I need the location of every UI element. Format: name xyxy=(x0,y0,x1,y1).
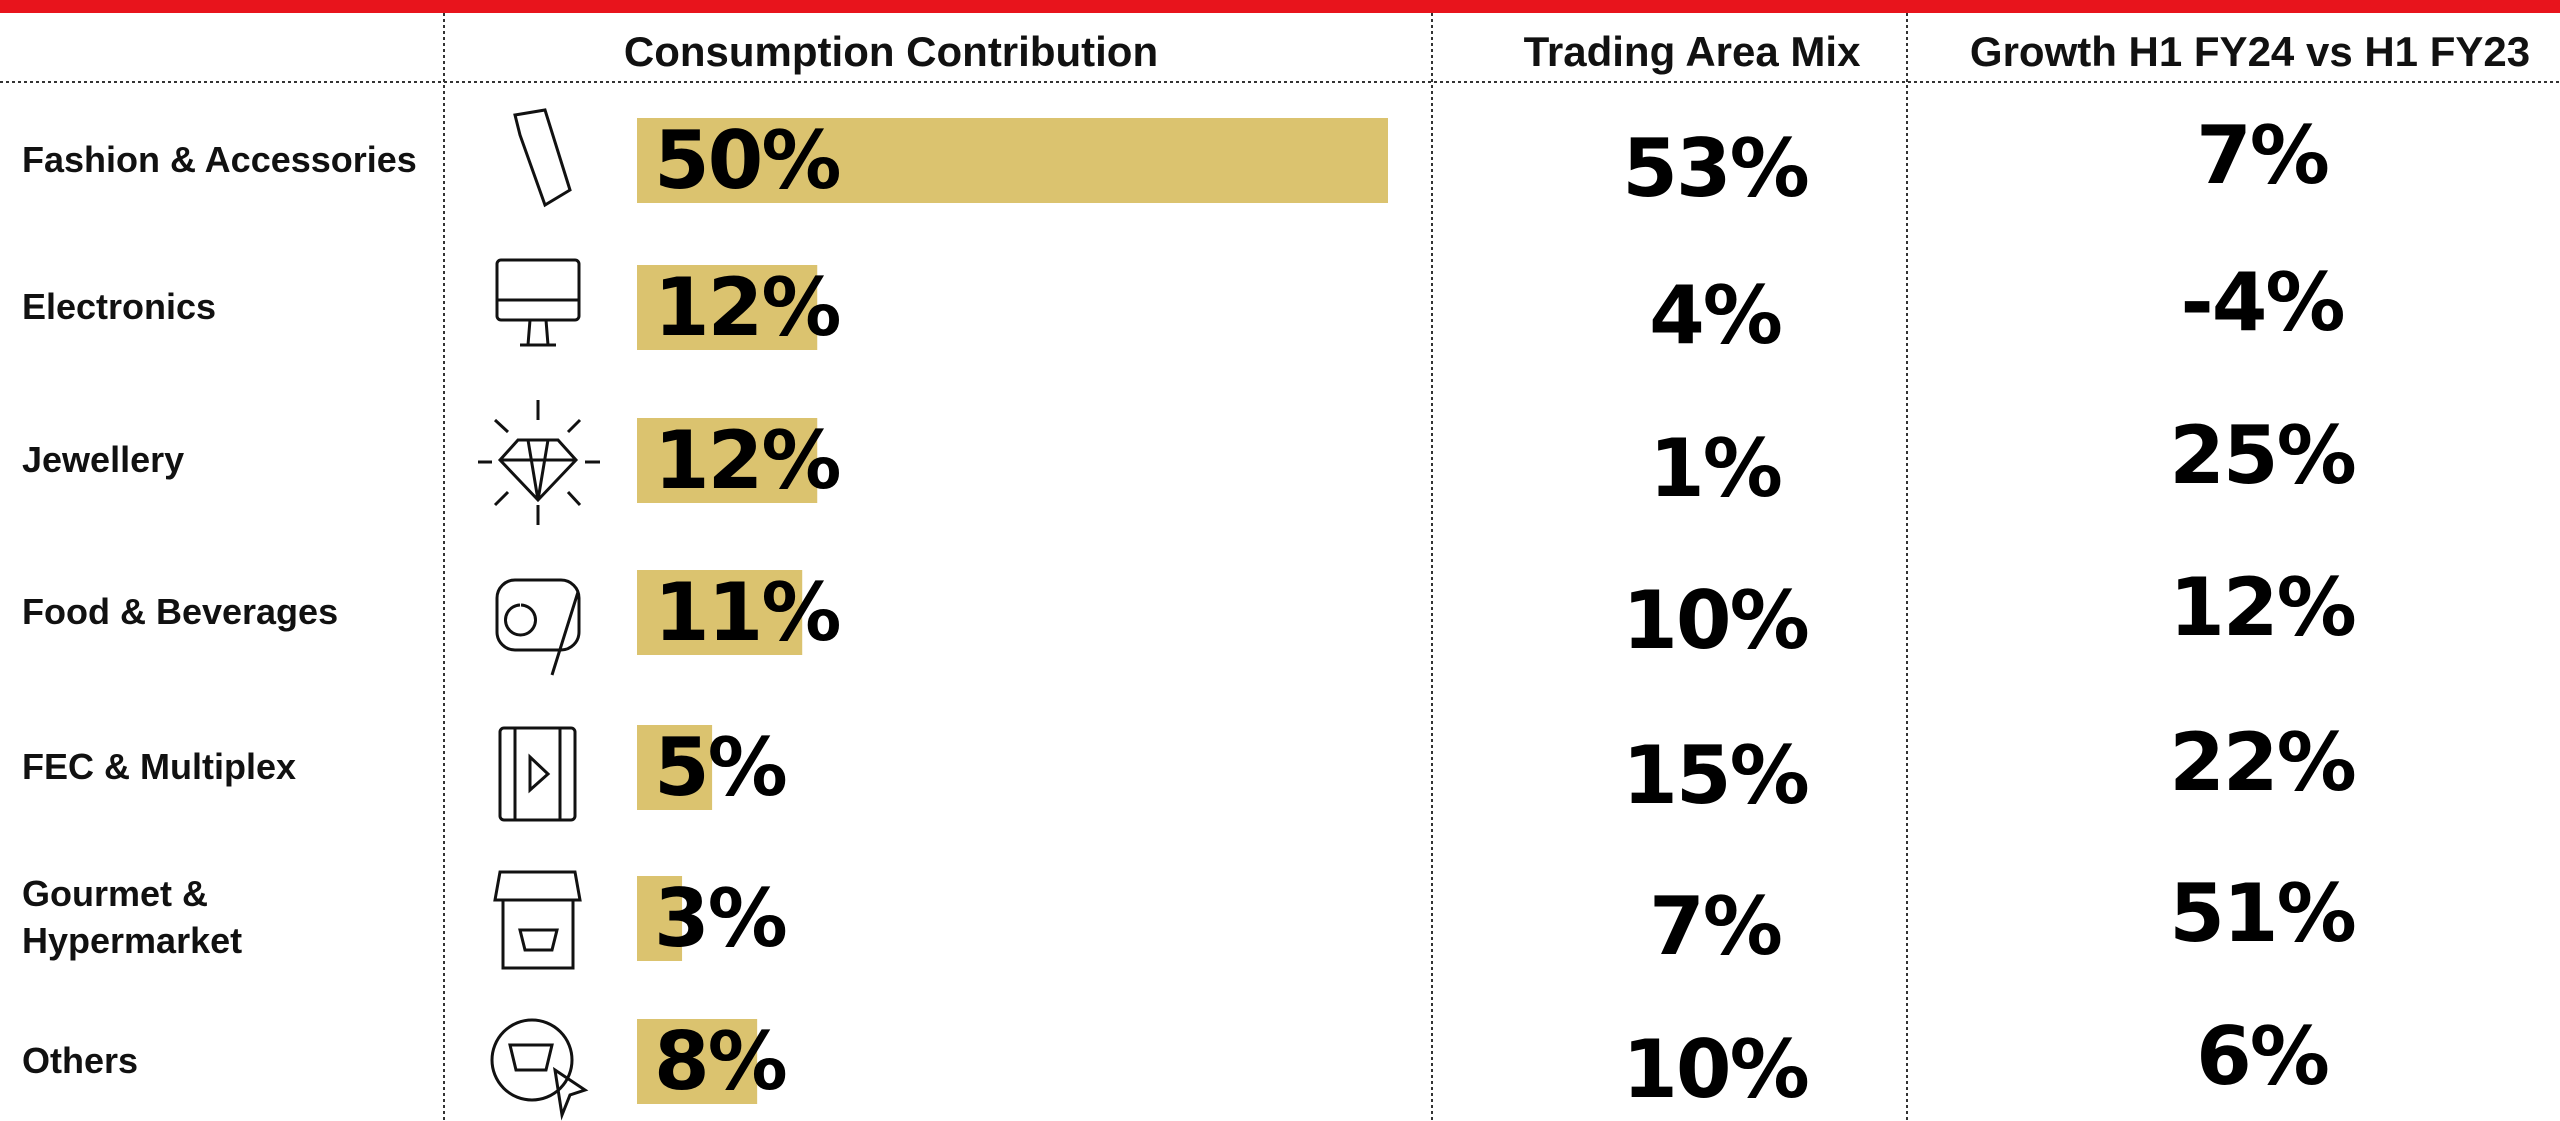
icons xyxy=(478,108,600,1121)
tag-icon xyxy=(513,108,572,208)
growth-value: -4% xyxy=(2180,255,2345,349)
bar xyxy=(637,118,1388,203)
film-icon-detail xyxy=(513,728,562,820)
growth-value: 6% xyxy=(2196,1009,2330,1103)
trading-area-value: 4% xyxy=(1649,268,1783,362)
trading-area-value: 10% xyxy=(1622,573,1809,667)
growth-value: 25% xyxy=(2169,408,2356,502)
bar xyxy=(637,265,818,350)
trading-area-value: 53% xyxy=(1622,121,1809,215)
sparkle-lines xyxy=(478,400,600,525)
knife-icon xyxy=(504,591,580,676)
monitor-icon xyxy=(495,258,581,322)
bar-value-label: 5% xyxy=(654,720,788,814)
shop-icon xyxy=(493,870,582,970)
bar xyxy=(637,1019,758,1104)
growth-value: 7% xyxy=(2196,108,2330,202)
film-icon xyxy=(498,726,577,822)
cart-icon-detail xyxy=(508,1043,589,1121)
growth-value: 12% xyxy=(2169,560,2356,654)
bar xyxy=(637,570,803,655)
growth-value: 51% xyxy=(2169,866,2356,960)
column-header: Trading Area Mix xyxy=(1523,28,1861,75)
bar-value-label: 3% xyxy=(654,871,788,965)
trading-area-value: 10% xyxy=(1622,1022,1809,1116)
bar xyxy=(637,725,713,810)
category-label: Electronics xyxy=(22,285,217,327)
column-header: Consumption Contribution xyxy=(623,28,1159,75)
bars xyxy=(637,118,1388,1104)
bar xyxy=(637,418,818,503)
trading-area-value: 1% xyxy=(1649,421,1783,515)
category-label: Fashion & Accessories xyxy=(22,138,417,180)
category-label: Others xyxy=(22,1039,139,1081)
bar-value-label: 11% xyxy=(654,565,841,659)
cart-icon xyxy=(490,1018,574,1102)
category-label: Gourmet & Hypermarket xyxy=(22,873,243,961)
diamond-icon xyxy=(497,438,579,503)
bar-value-label: 50% xyxy=(654,113,841,207)
top-bar xyxy=(0,0,2560,13)
monitor-icon-stand xyxy=(497,298,579,347)
bar xyxy=(637,876,683,961)
trading-area-value: 7% xyxy=(1649,879,1783,973)
category-label: FEC & Multiplex xyxy=(22,745,297,787)
column-header: Growth H1 FY24 vs H1 FY23 xyxy=(1969,28,2531,75)
board-icon xyxy=(495,578,581,652)
growth-value: 22% xyxy=(2169,715,2356,809)
trading-area-value: 15% xyxy=(1622,728,1809,822)
bar-value-label: 12% xyxy=(654,260,841,354)
category-label: Food & Beverages xyxy=(22,590,339,632)
bar-value-label: 12% xyxy=(654,413,841,507)
category-label: Jewellery xyxy=(22,438,185,480)
bar-value-label: 8% xyxy=(654,1014,788,1108)
